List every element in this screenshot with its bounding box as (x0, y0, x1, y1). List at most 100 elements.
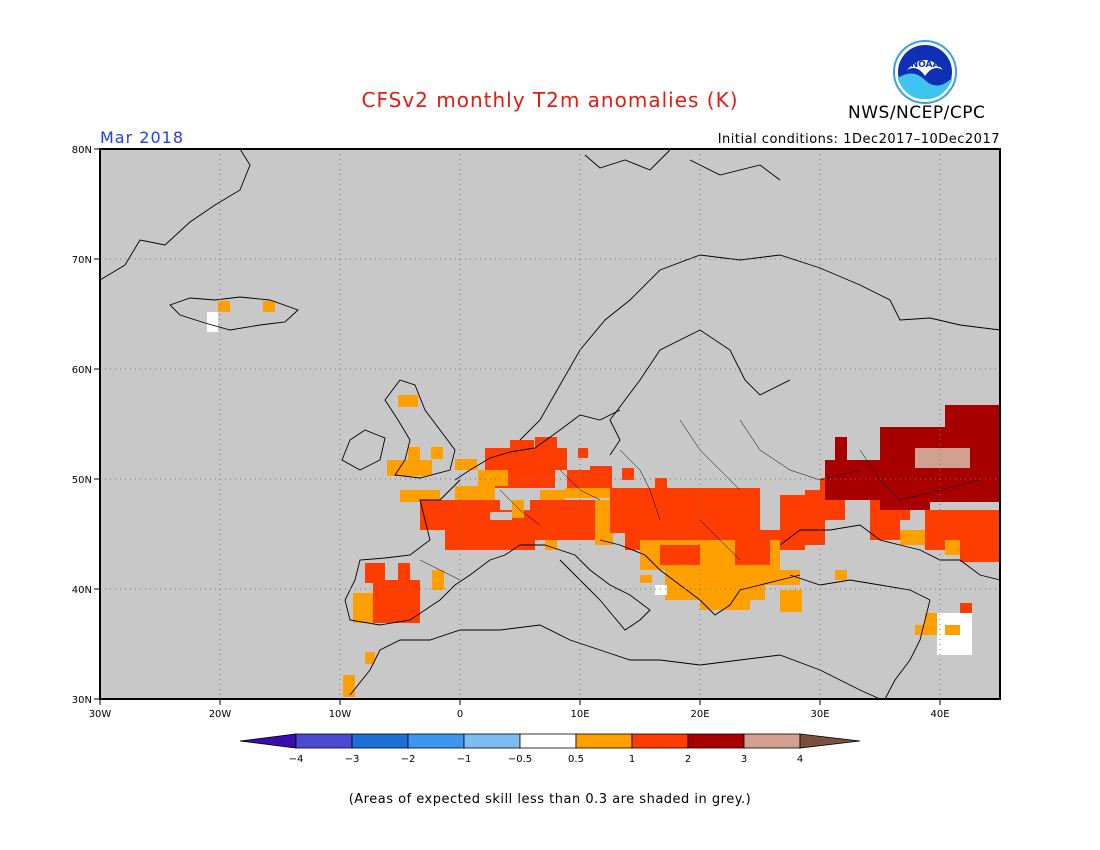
anomaly-shading (207, 301, 1000, 697)
anomaly-cell (478, 470, 508, 486)
lat-label: 30N (72, 695, 92, 706)
anomaly-cell (595, 500, 613, 545)
anomaly-cell (925, 613, 937, 625)
anomaly-cell (218, 301, 230, 312)
legend-swatch (743, 733, 801, 749)
anomaly-cell (735, 488, 747, 500)
anomaly-cell (665, 565, 765, 600)
anomaly-cell (398, 563, 410, 583)
legend-swatch (407, 733, 465, 749)
anomaly-cell (510, 440, 534, 450)
anomaly-cell (398, 395, 418, 407)
legend-swatch (519, 733, 577, 749)
anomaly-cell (900, 530, 930, 545)
map-frame (99, 148, 1001, 700)
anomaly-cell (640, 575, 652, 583)
anomaly-cell (555, 448, 567, 470)
anomaly-cell (945, 540, 960, 555)
lon-label: 30W (89, 709, 112, 720)
chart-title: CFSv2 monthly T2m anomalies (K) (361, 88, 739, 112)
anomaly-cell (373, 580, 420, 623)
anomaly-cell (622, 468, 634, 480)
anomaly-cell (760, 570, 800, 585)
noaa-logo: NOAA (893, 40, 957, 104)
anomaly-cell (835, 437, 847, 467)
tick-marks (94, 148, 941, 705)
anomaly-cell (431, 447, 443, 459)
anomaly-cell (578, 448, 588, 458)
anomaly-cell (700, 598, 750, 610)
anomaly-cell (880, 500, 930, 510)
anomaly-cell (960, 603, 972, 615)
anomaly-cell (925, 510, 1000, 550)
anomaly-cell (545, 540, 557, 550)
lat-label: 70N (72, 255, 92, 266)
anomaly-cell (870, 520, 900, 540)
legend-tick-label: −1 (457, 754, 472, 765)
anomaly-cell (530, 500, 600, 540)
anomaly-cell (343, 675, 355, 697)
legend-swatch (351, 733, 409, 749)
legend-tick-label: 4 (797, 754, 803, 765)
anomaly-cell (535, 437, 557, 457)
map-background (100, 149, 1000, 699)
skill-footnote: (Areas of expected skill less than 0.3 a… (348, 792, 752, 807)
anomaly-cell (945, 405, 1000, 430)
legend-tick-label: 2 (685, 754, 691, 765)
anomaly-cell (455, 459, 477, 470)
anomaly-cell (400, 490, 440, 502)
anomaly-cell (565, 488, 610, 498)
lat-label: 80N (72, 145, 92, 156)
legend-swatch (687, 733, 745, 749)
lat-label: 40N (72, 585, 92, 596)
anomaly-cell (263, 301, 275, 312)
anomaly-cell (207, 312, 218, 332)
anomaly-cell (512, 500, 524, 518)
noaa-logo-text: NOAA (911, 60, 940, 70)
anomaly-cell (353, 593, 373, 623)
forecast-month: Mar 2018 (100, 128, 184, 147)
legend-tick-label: −0.5 (508, 754, 532, 765)
anomaly-cell (540, 490, 565, 502)
legend-tick-label: −3 (345, 754, 360, 765)
legend-arrow-low (239, 733, 297, 749)
lon-label: 20E (690, 709, 709, 720)
legend-tick-label: 0.5 (568, 754, 584, 765)
anomaly-cell (655, 478, 667, 490)
lon-label: 10E (570, 709, 589, 720)
anomaly-cell (660, 545, 700, 565)
organization-label: NWS/NCEP/CPC (848, 103, 986, 123)
legend-tick-label: −2 (401, 754, 416, 765)
anomaly-cell (780, 590, 802, 612)
initial-conditions: Initial conditions: 1Dec2017–10Dec2017 (717, 132, 1000, 147)
anomaly-cell (655, 585, 667, 595)
lon-label: 30E (810, 709, 829, 720)
legend-swatch (295, 733, 353, 749)
lon-label: 0 (457, 709, 463, 720)
legend-arrow-high (799, 733, 861, 749)
anomaly-cell (915, 448, 970, 468)
legend-swatch (631, 733, 689, 749)
lon-label: 40E (930, 709, 949, 720)
lat-label: 50N (72, 475, 92, 486)
anomaly-cell (960, 545, 1000, 562)
anomaly-cell (490, 512, 512, 520)
legend-swatch (463, 733, 521, 749)
legend-tick-label: 1 (629, 754, 635, 765)
coastlines (99, 148, 1001, 700)
anomaly-cell (455, 486, 495, 500)
anomaly-cell (590, 466, 612, 478)
anomaly-cell (365, 563, 385, 583)
color-legend (239, 733, 861, 749)
anomaly-cell (365, 652, 375, 664)
legend-tick-label: 3 (741, 754, 747, 765)
lon-label: 10W (329, 709, 352, 720)
lon-label: 20W (209, 709, 232, 720)
graticule (100, 149, 1000, 699)
anomaly-cell (825, 460, 885, 500)
anomaly-cell (835, 570, 847, 580)
legend-tick-label: −4 (289, 754, 304, 765)
anomaly-cell (945, 625, 960, 635)
anomaly-cell (432, 570, 444, 590)
